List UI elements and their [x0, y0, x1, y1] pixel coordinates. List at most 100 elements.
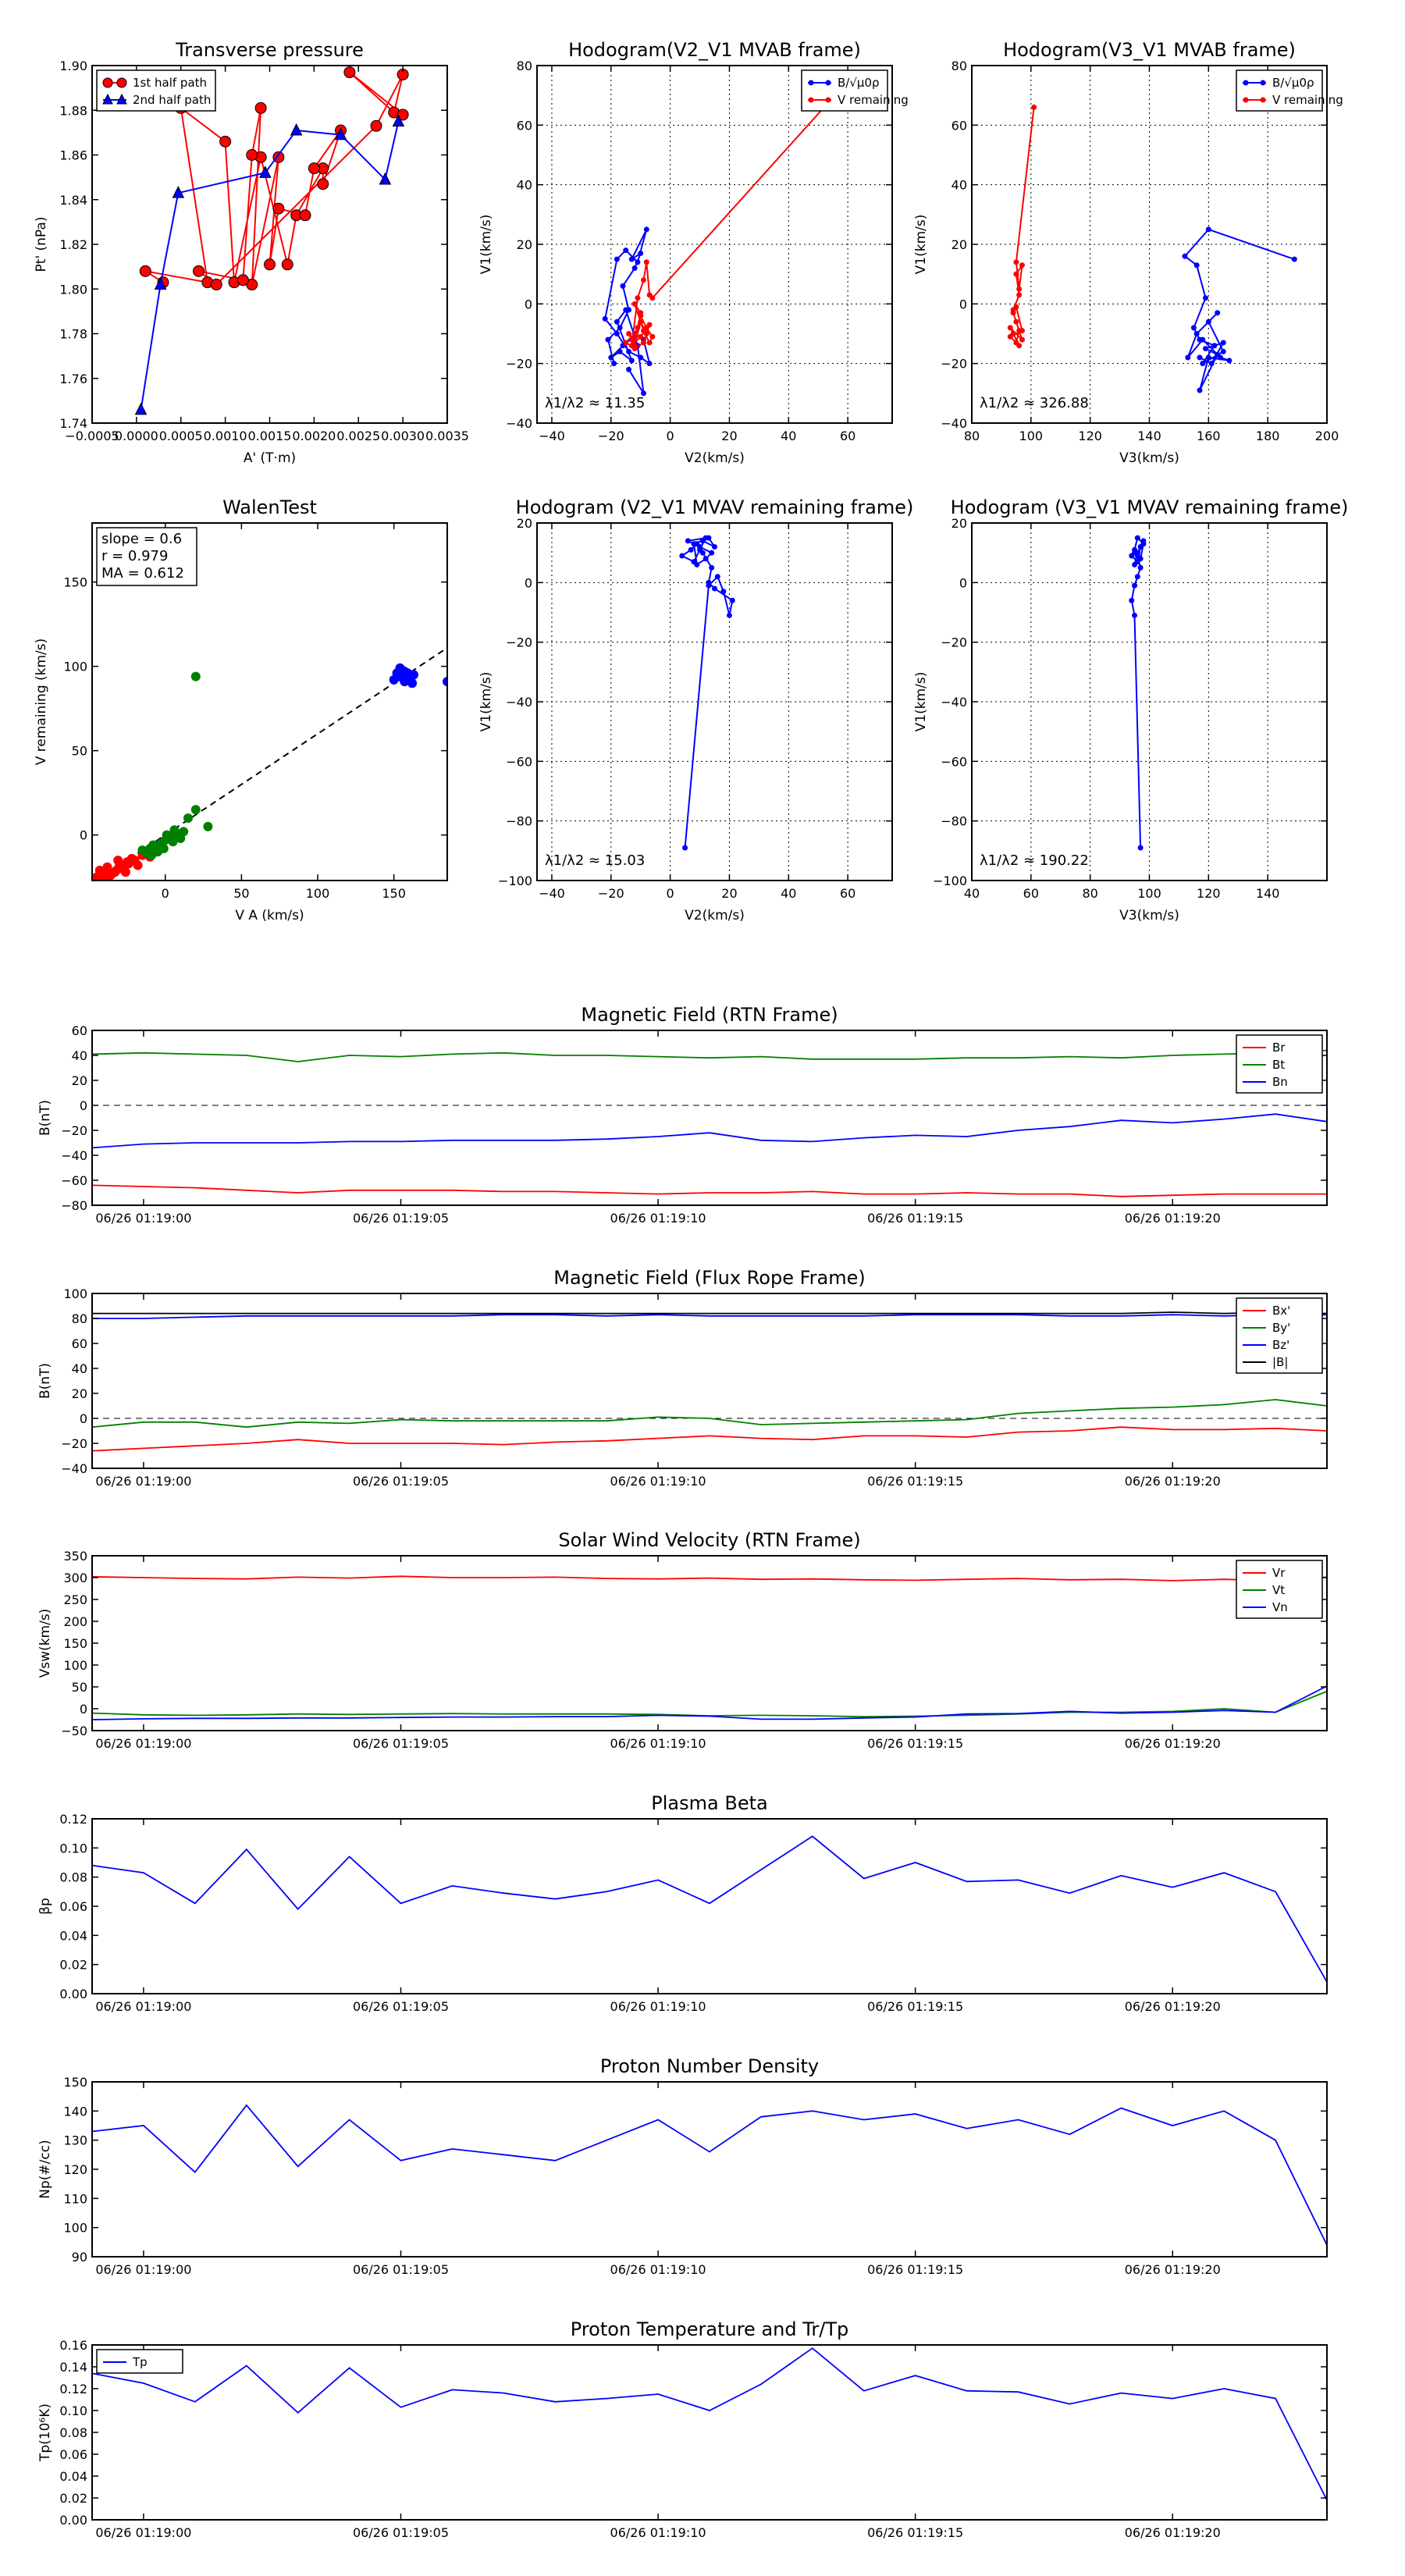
y-tick-label: 140: [63, 2104, 87, 2119]
data-point: [169, 825, 180, 835]
series-points-V: [679, 535, 735, 851]
data-point: [392, 114, 405, 127]
y-tick-label: 100: [63, 1286, 87, 1301]
legend-marker: [102, 93, 113, 105]
y-axis-label: Tp(10⁶K): [37, 2403, 53, 2462]
y-tick-label: 1.78: [59, 327, 87, 342]
legend-label: |B|: [1272, 1355, 1288, 1369]
data-point: [614, 331, 620, 336]
y-tick-label: 50: [72, 1680, 87, 1695]
series-line-2nd half path: [140, 121, 400, 410]
data-point: [308, 162, 320, 175]
y-tick-label: 40: [517, 178, 532, 193]
y-tick-label: 20: [517, 516, 532, 531]
data-point: [638, 318, 644, 325]
x-tick-label: 06/26 01:19:10: [610, 1474, 706, 1489]
y-axis-label: V remaining (km/s): [34, 639, 49, 766]
chart-title: Proton Temperature and Tr/Tp: [571, 2318, 848, 2340]
y-tick-label: 0: [525, 575, 532, 590]
annotation-text: MA = 0.612: [101, 565, 184, 582]
data-point: [1007, 325, 1013, 331]
data-point: [395, 663, 405, 673]
y-tick-label: −40: [941, 695, 967, 710]
data-point: [1132, 561, 1138, 568]
series-line-Bz': [92, 1314, 1327, 1319]
chart-title: WalenTest: [222, 496, 317, 518]
y-tick-label: 110: [63, 2191, 87, 2206]
y-tick-label: 150: [63, 1636, 87, 1651]
data-point: [649, 295, 656, 301]
x-tick-label: −20: [598, 429, 624, 443]
series-line-Np: [92, 2104, 1327, 2246]
data-point: [685, 538, 691, 544]
y-tick-label: 90: [72, 2250, 87, 2265]
y-tick-label: 0: [525, 297, 532, 311]
data-point: [1010, 307, 1016, 313]
data-point: [635, 325, 641, 331]
y-tick-label: 0.12: [59, 1812, 87, 1827]
y-tick-label: −40: [506, 695, 532, 710]
data-point: [133, 860, 143, 870]
legend: Tp: [96, 2349, 183, 2374]
data-point: [179, 827, 189, 837]
y-axis-label: V1(km/s): [913, 215, 929, 275]
y-tick-label: 1.90: [59, 59, 87, 73]
legend: 1st half path 2nd half path: [96, 69, 216, 112]
legend: Vr Vt Vn: [1236, 1560, 1323, 1619]
data-point: [172, 186, 185, 198]
data-point: [190, 805, 201, 815]
y-tick-label: 0.08: [59, 1870, 87, 1885]
data-point: [1031, 104, 1037, 110]
legend: Bx' By' Bz' |B|: [1236, 1297, 1323, 1374]
legend-marker: [1260, 80, 1266, 86]
x-tick-label: 0.0005: [159, 429, 203, 443]
y-tick-label: 40: [72, 1361, 87, 1376]
data-point: [317, 178, 329, 190]
data-point: [1134, 550, 1140, 556]
y-tick-label: 100: [63, 2221, 87, 2236]
data-point: [1016, 292, 1023, 298]
legend-label: 1st half path: [133, 76, 207, 90]
legend-label: Tp: [132, 2355, 148, 2369]
data-point: [631, 301, 638, 307]
data-point: [714, 574, 720, 580]
x-tick-label: 0.0030: [381, 429, 425, 443]
data-point: [646, 340, 653, 346]
x-tick-label: 120: [1078, 429, 1102, 443]
y-tick-label: 1.88: [59, 103, 87, 118]
data-point: [139, 265, 151, 277]
x-tick-label: 200: [1315, 429, 1339, 443]
x-axis-label: A' (T·m): [244, 450, 296, 466]
x-axis-label: V3(km/s): [1119, 450, 1179, 466]
data-point: [246, 149, 258, 161]
x-tick-label: 100: [1019, 429, 1044, 443]
data-point: [272, 202, 285, 215]
data-point: [608, 354, 614, 361]
x-tick-label: 06/26 01:19:15: [867, 1999, 963, 2014]
data-point: [1193, 262, 1200, 269]
data-point: [628, 358, 635, 364]
x-tick-label: 120: [1197, 886, 1221, 901]
chart-h3: −40 −20 0 20 40 60−100−80−60−40−20020Hodogram…: [478, 496, 913, 923]
chart-ts3: 06/26 01:19:00 06/26 01:19:05 06/26 01:19:…: [37, 1529, 1328, 1751]
y-tick-label: 120: [63, 2162, 87, 2177]
x-tick-label: 40: [781, 886, 796, 901]
y-tick-label: −60: [61, 1173, 87, 1188]
series-line-Bn: [92, 1113, 1327, 1149]
data-point: [712, 544, 717, 550]
series-points-2nd half path: [134, 114, 405, 415]
data-point: [646, 322, 653, 328]
y-tick-label: 0.00: [59, 2513, 87, 2528]
x-tick-label: 0.0020: [292, 429, 336, 443]
data-point: [720, 589, 727, 595]
x-tick-label: 06/26 01:19:20: [1125, 1999, 1221, 2014]
data-point: [134, 402, 148, 415]
data-point: [1132, 582, 1138, 589]
data-point: [602, 315, 608, 322]
y-tick-label: 0.08: [59, 2425, 87, 2440]
y-tick-label: 0: [959, 575, 967, 590]
x-tick-label: 06/26 01:19:15: [867, 2262, 963, 2277]
y-tick-label: 0.00: [59, 1987, 87, 2001]
data-point: [1208, 361, 1215, 367]
